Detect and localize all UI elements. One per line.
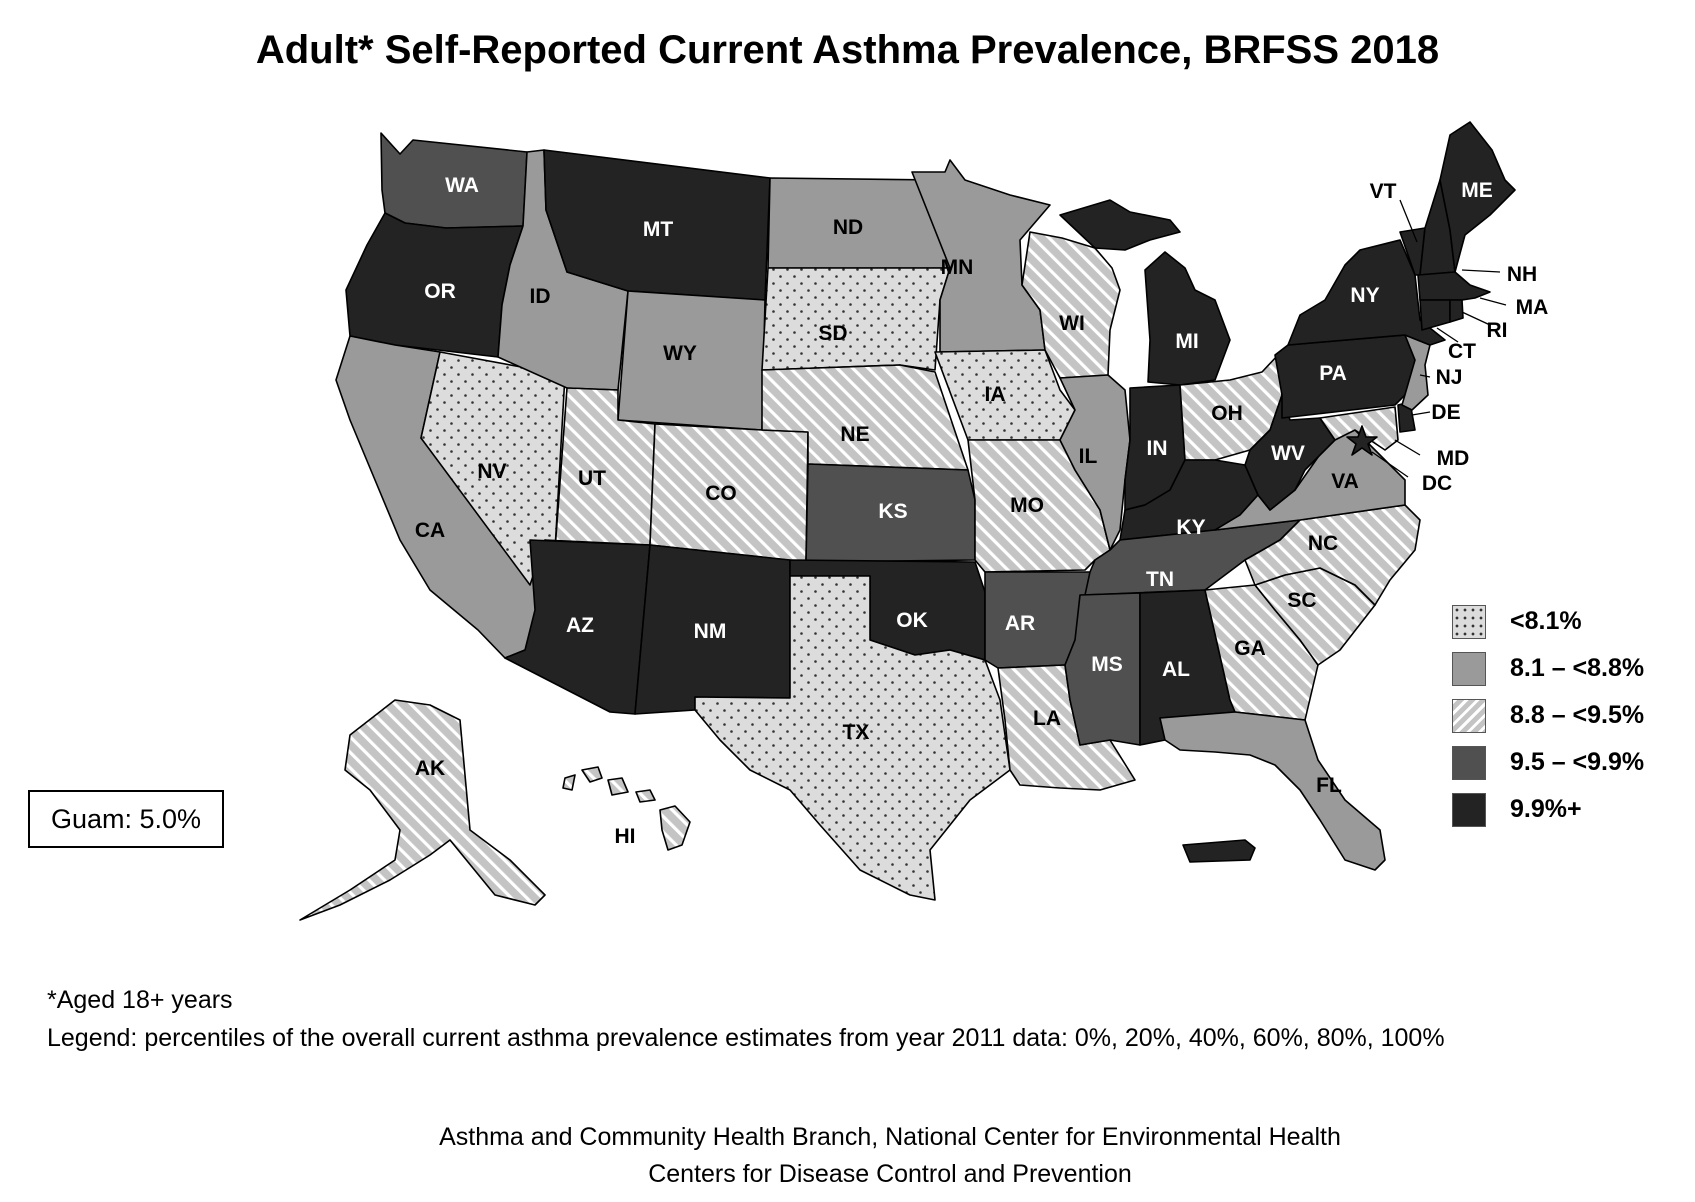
label-ms: MS [1091, 653, 1123, 676]
age-footnote: *Aged 18+ years [47, 986, 233, 1014]
label-nh: NH [1507, 263, 1537, 286]
label-wy: WY [663, 342, 697, 365]
legend-swatch [1452, 698, 1486, 733]
label-ut: UT [578, 467, 606, 490]
label-ca: CA [415, 519, 445, 542]
label-ks: KS [878, 500, 907, 523]
legend-item: <8.1% [1452, 598, 1644, 645]
label-wa: WA [445, 174, 479, 197]
label-ia: IA [985, 383, 1006, 406]
label-la: LA [1033, 707, 1061, 730]
page-title: Adult* Self-Reported Current Asthma Prev… [255, 28, 1440, 72]
label-ak: AK [415, 757, 445, 780]
state-dc[interactable] [1346, 425, 1378, 456]
legend-swatch [1452, 604, 1486, 639]
label-oh: OH [1211, 402, 1243, 425]
label-ri: RI [1487, 319, 1508, 342]
legend-label: <8.1% [1510, 607, 1582, 635]
label-nc: NC [1308, 532, 1338, 555]
label-ny: NY [1350, 284, 1379, 307]
state-hi[interactable] [562, 766, 691, 851]
state-wi[interactable] [1021, 231, 1121, 379]
label-nv: NV [477, 460, 506, 483]
label-me: ME [1461, 179, 1493, 202]
guam-callout: Guam: 5.0% [28, 790, 224, 848]
state-il[interactable] [1059, 374, 1131, 551]
label-wi: WI [1059, 312, 1085, 335]
legend-item: 8.1 – <8.8% [1452, 645, 1644, 692]
legend-item: 9.5 – <9.9% [1452, 739, 1644, 786]
label-fl: FL [1316, 774, 1342, 797]
legend-item: 8.8 – <9.5% [1452, 692, 1644, 739]
state-nj[interactable] [1401, 334, 1431, 411]
legend-label: 8.1 – <8.8% [1510, 654, 1645, 682]
label-mn: MN [941, 256, 974, 279]
legend-item: 9.9%+ [1452, 786, 1644, 833]
label-hi: HI [615, 825, 636, 848]
label-in: IN [1147, 437, 1168, 460]
legend-label: 9.5 – <9.9% [1510, 748, 1645, 776]
label-de: DE [1431, 401, 1460, 424]
state-ak[interactable] [299, 699, 546, 921]
state-pr[interactable] [1182, 839, 1256, 863]
label-id: ID [530, 285, 551, 308]
legend-swatch [1452, 792, 1486, 827]
label-vt: VT [1370, 180, 1397, 203]
state-me[interactable] [1439, 121, 1516, 273]
label-ct: CT [1448, 340, 1476, 363]
state-mn[interactable] [911, 159, 1051, 353]
state-ct[interactable] [1419, 299, 1451, 331]
label-nj: NJ [1436, 366, 1463, 389]
label-ok: OK [896, 609, 928, 632]
label-ga: GA [1234, 637, 1266, 660]
label-az: AZ [566, 614, 594, 637]
legend-footnote: Legend: percentiles of the overall curre… [47, 1024, 1445, 1052]
legend-label: 9.9%+ [1510, 795, 1582, 823]
label-al: AL [1162, 658, 1190, 681]
label-ne: NE [840, 423, 869, 446]
label-va: VA [1331, 470, 1359, 493]
label-or: OR [424, 280, 456, 303]
state-mi[interactable] [1059, 199, 1231, 386]
label-dc: DC [1422, 472, 1452, 495]
credit-branch: Asthma and Community Health Branch, Nati… [439, 1123, 1341, 1151]
state-fl[interactable] [1159, 711, 1386, 871]
state-sd[interactable] [761, 267, 951, 371]
legend-swatch [1452, 745, 1486, 780]
label-tn: TN [1146, 568, 1174, 591]
legend: <8.1% 8.1 – <8.8% 8.8 – <9.5% 9.5 – <9.9… [1452, 598, 1644, 833]
label-md: MD [1437, 447, 1470, 470]
label-tx: TX [843, 721, 870, 744]
label-nm: NM [694, 620, 727, 643]
label-wv: WV [1271, 442, 1305, 465]
callout-leaders [1371, 199, 1507, 478]
label-mi: MI [1175, 330, 1198, 353]
state-ri[interactable] [1449, 299, 1464, 323]
label-mt: MT [643, 218, 673, 241]
state-md[interactable] [1319, 406, 1399, 451]
label-ar: AR [1005, 612, 1035, 635]
label-sd: SD [818, 322, 847, 345]
label-mo: MO [1010, 494, 1044, 517]
legend-label: 8.8 – <9.5% [1510, 701, 1645, 729]
label-ky: KY [1176, 516, 1205, 539]
label-co: CO [705, 482, 737, 505]
label-pa: PA [1319, 362, 1347, 385]
state-tx[interactable] [694, 575, 1011, 901]
label-sc: SC [1287, 589, 1316, 612]
label-ma: MA [1516, 296, 1549, 319]
legend-swatch [1452, 651, 1486, 686]
label-nd: ND [833, 216, 863, 239]
label-pr: PR [1206, 875, 1235, 898]
credit-cdc: Centers for Disease Control and Preventi… [648, 1160, 1132, 1188]
label-il: IL [1079, 445, 1098, 468]
state-ma[interactable] [1417, 271, 1491, 301]
